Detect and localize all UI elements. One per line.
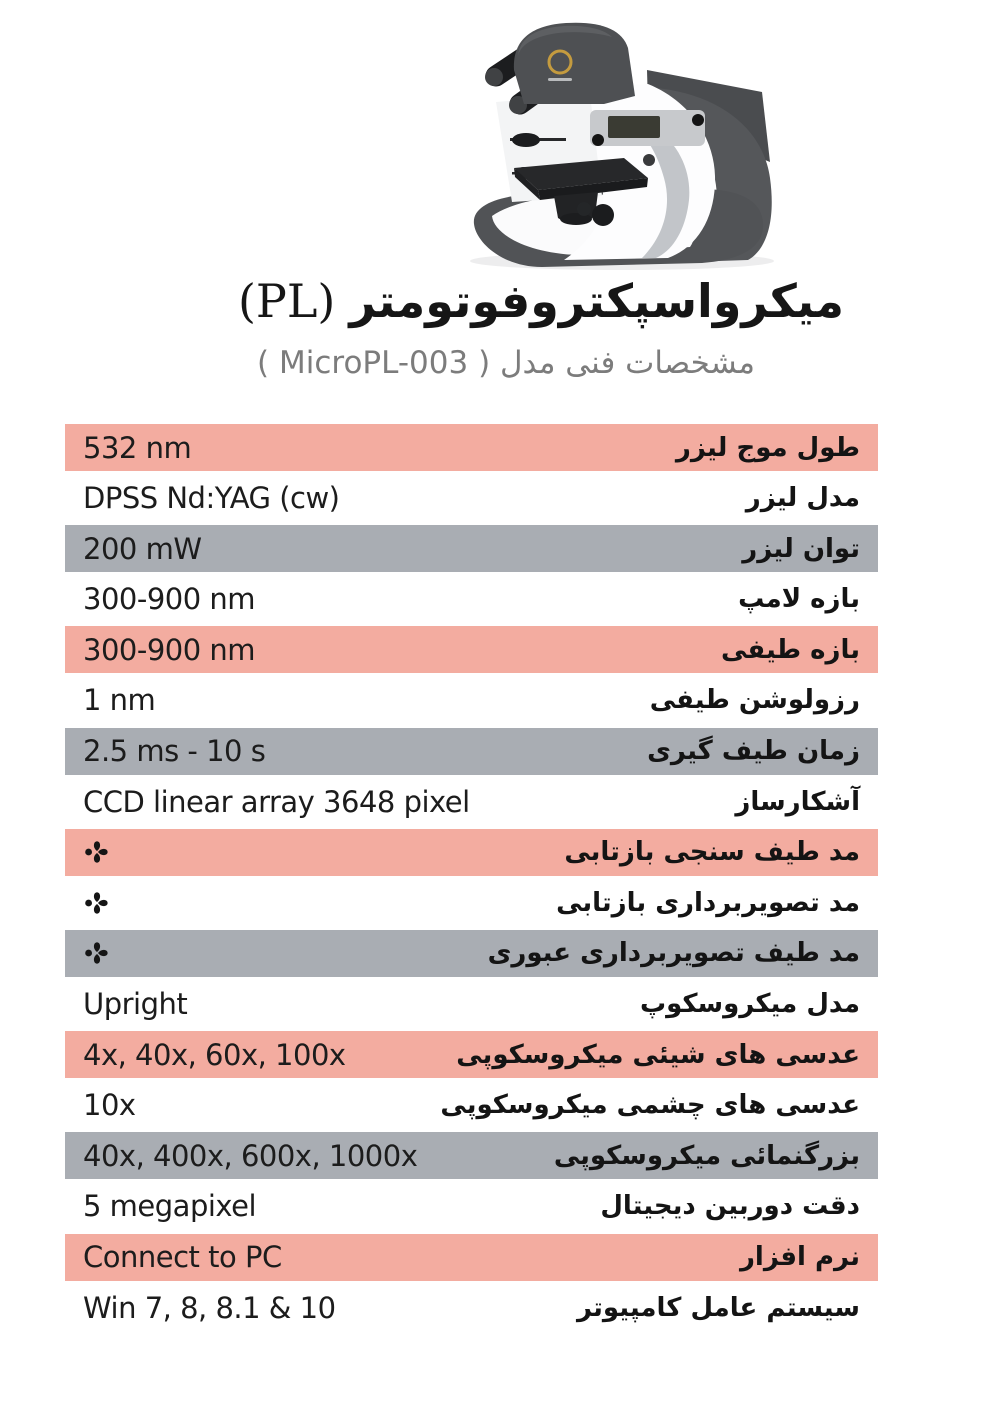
row-label: عدسی های چشمی میکروسکوپی (440, 1090, 860, 1121)
spec-table-row: 5 megapixel دقت دوربین دیجیتال (65, 1182, 878, 1230)
row-value: 200 mW (83, 531, 202, 566)
spec-table-row: Connect to PC نرم افزار (65, 1233, 878, 1281)
row-label: دقت دوربین دیجیتال (600, 1191, 860, 1222)
row-value: Upright (83, 987, 188, 1022)
spec-table-row: مد طیف سنجی بازتابی (65, 828, 878, 876)
four-petal-asterisk-icon (85, 841, 108, 863)
spec-table-row: DPSS Nd:YAG (cw) مدل لیزر (65, 474, 878, 522)
row-label: سیستم عامل کامپیوتر (576, 1292, 860, 1323)
spec-table-row: مد تصویربرداری بازتابی (65, 879, 878, 927)
row-value: 2.5 ms - 10 s (83, 734, 266, 769)
row-label: مد طیف سنجی بازتابی (564, 837, 860, 868)
four-petal-asterisk-icon (85, 892, 108, 914)
spec-table-row: 300-900 nm بازه لامپ (65, 575, 878, 623)
page-subtitle: مشخصات فنی مدل ( MicroPL-003 ) (257, 345, 755, 381)
spec-table-row: CCD linear array 3648 pixel آشکارساز (65, 778, 878, 826)
row-label: عدسی های شیئی میکروسکوپی (456, 1039, 860, 1070)
page-title: میکرواسپکتروفوتومتر(PL) (90, 274, 992, 328)
spec-table-row: مد طیف تصویربرداری عبوری (65, 929, 878, 977)
spec-table-row: 300-900 nm بازه طیفی (65, 626, 878, 674)
camera-logo-ring-icon (547, 49, 573, 75)
spec-table-row: 40x, 400x, 600x, 1000x بزرگنمائی میکروسک… (65, 1132, 878, 1180)
row-value: 40x, 400x, 600x, 1000x (83, 1138, 418, 1173)
row-label: بازه طیفی (720, 634, 860, 665)
row-label: توان لیزر (742, 533, 860, 564)
spec-table-row: 200 mW توان لیزر (65, 525, 878, 573)
page-title-model-code: (PL) (237, 274, 336, 328)
spec-table-row: 4x, 40x, 60x, 100x عدسی های شیئی میکروسک… (65, 1031, 878, 1079)
spec-table-row: Upright مدل میکروسکوپ (65, 980, 878, 1028)
spec-table-row: 10x عدسی های چشمی میکروسکوپی (65, 1081, 878, 1129)
row-value: 532 nm (83, 430, 192, 465)
row-value: CCD linear array 3648 pixel (83, 784, 470, 819)
row-label: مدل میکروسکوپ (639, 989, 860, 1020)
row-value: Connect to PC (83, 1240, 282, 1274)
row-label: رزولوشن طیفی (649, 685, 860, 716)
row-value: 10x (83, 1088, 136, 1123)
spec-table-row: 1 nm رزولوشن طیفی (65, 676, 878, 724)
row-label: مد تصویربرداری بازتابی (556, 887, 860, 918)
row-label: مد طیف تصویربرداری عبوری (487, 938, 860, 969)
row-label: بازه لامپ (738, 584, 860, 615)
row-label: آشکارساز (735, 786, 860, 817)
row-value: Win 7, 8, 8.1 & 10 (83, 1290, 336, 1325)
four-petal-asterisk-icon (85, 942, 108, 965)
row-value: 4x, 40x, 60x, 100x (83, 1037, 346, 1072)
camera-logo-text (548, 78, 572, 81)
row-label: نرم افزار (739, 1242, 860, 1272)
row-value: 5 megapixel (83, 1189, 257, 1224)
row-label: بزرگنمائی میکروسکوپی (553, 1140, 860, 1171)
row-value: 300-900 nm (83, 582, 256, 617)
spec-table-row: Win 7, 8, 8.1 & 10 سیستم عامل کامپیوتر (65, 1284, 878, 1332)
row-label: زمان طیف گیری (647, 736, 860, 767)
spec-table: 532 nm طول موج لیزر DPSS Nd:YAG (cw) مدل… (65, 424, 878, 1335)
row-value: 300-900 nm (83, 632, 256, 667)
spec-table-row: 532 nm طول موج لیزر (65, 424, 878, 471)
page-title-persian: میکرواسپکتروفوتومتر (349, 274, 845, 328)
row-label: مدل لیزر (745, 483, 860, 514)
row-value: 1 nm (83, 683, 156, 718)
spec-table-row: 2.5 ms - 10 s زمان طیف گیری (65, 727, 878, 775)
row-label: طول موج لیزر (675, 432, 860, 463)
microscope-photo (470, 22, 774, 270)
row-value: DPSS Nd:YAG (cw) (83, 481, 340, 516)
